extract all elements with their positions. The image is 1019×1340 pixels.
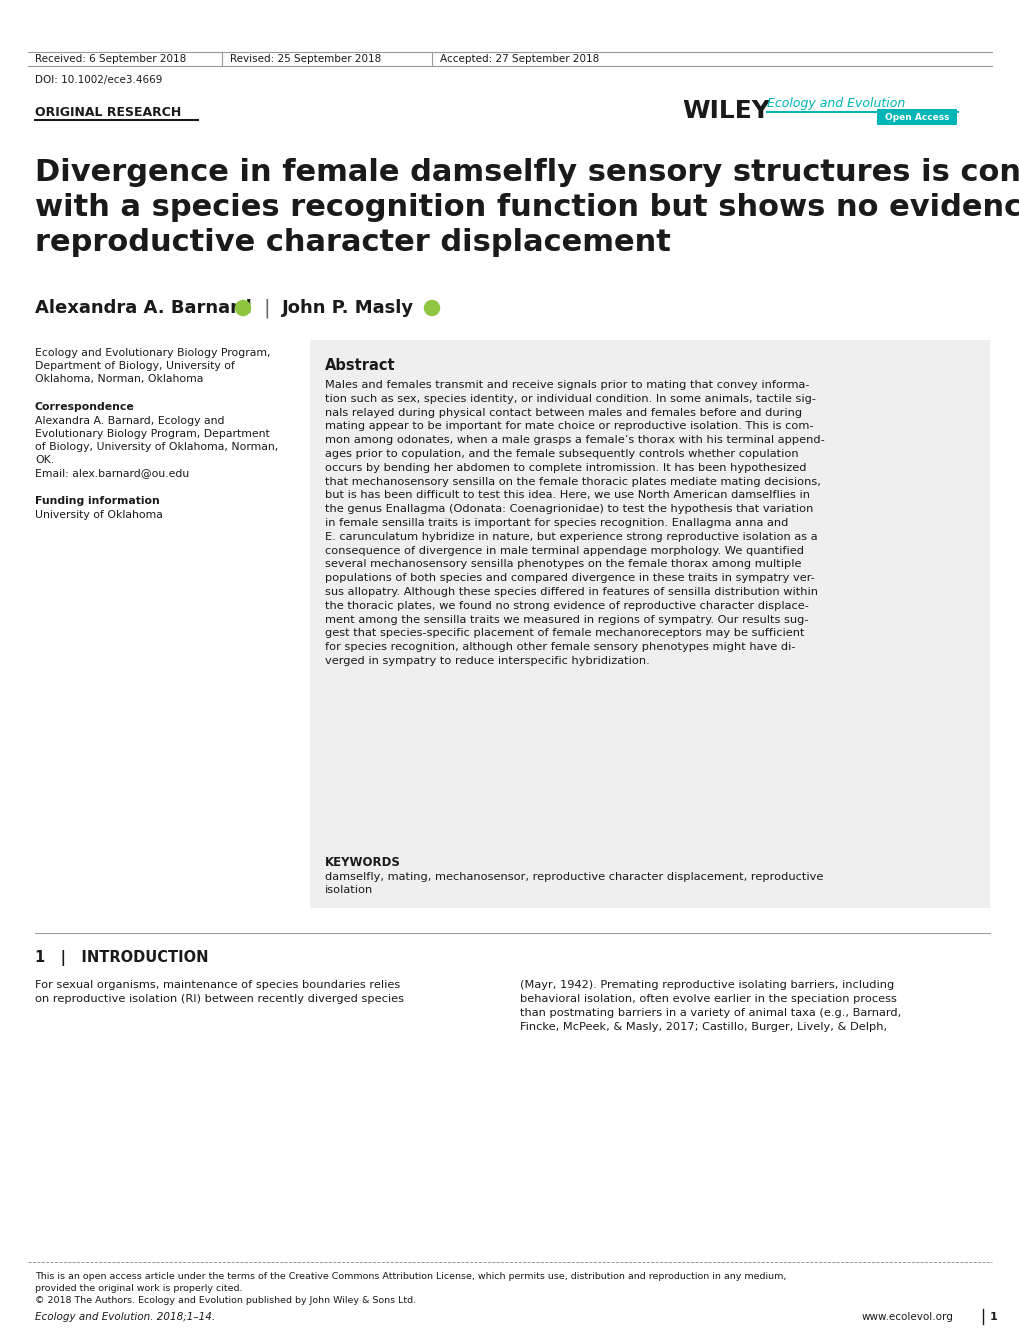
Text: Oklahoma, Norman, Oklahoma: Oklahoma, Norman, Oklahoma [35,374,203,385]
FancyBboxPatch shape [876,109,956,125]
Text: than postmating barriers in a variety of animal taxa (e.g., Barnard,: than postmating barriers in a variety of… [520,1008,901,1018]
Text: isolation: isolation [325,884,373,895]
Text: Correspondence: Correspondence [35,402,135,411]
Text: Evolutionary Biology Program, Department: Evolutionary Biology Program, Department [35,429,269,440]
Text: damselfly, mating, mechanosensor, reproductive character displacement, reproduct: damselfly, mating, mechanosensor, reprod… [325,872,822,882]
Text: verged in sympatry to reduce interspecific hybridization.: verged in sympatry to reduce interspecif… [325,657,649,666]
Text: behavioral isolation, often evolve earlier in the speciation process: behavioral isolation, often evolve earli… [520,994,896,1004]
Text: provided the original work is properly cited.: provided the original work is properly c… [35,1284,243,1293]
Text: Ecology and Evolutionary Biology Program,: Ecology and Evolutionary Biology Program… [35,348,270,358]
Text: KEYWORDS: KEYWORDS [325,856,400,870]
Text: mating appear to be important for mate choice or reproductive isolation. This is: mating appear to be important for mate c… [325,421,813,431]
Circle shape [235,300,251,315]
Text: Alexandra A. Barnard, Ecology and: Alexandra A. Barnard, Ecology and [35,415,224,426]
Text: for species recognition, although other female sensory phenotypes might have di-: for species recognition, although other … [325,642,795,653]
Text: populations of both species and compared divergence in these traits in sympatry : populations of both species and compared… [325,574,814,583]
Text: E. carunculatum hybridize in nature, but experience strong reproductive isolatio: E. carunculatum hybridize in nature, but… [325,532,817,541]
Text: nals relayed during physical contact between males and females before and during: nals relayed during physical contact bet… [325,407,801,418]
Text: This is an open access article under the terms of the Creative Commons Attributi: This is an open access article under the… [35,1272,786,1281]
Text: DOI: 10.1002/ece3.4669: DOI: 10.1002/ece3.4669 [35,75,162,84]
Text: consequence of divergence in male terminal appendage morphology. We quantified: consequence of divergence in male termin… [325,545,803,556]
Text: the genus Enallagma (Odonata: Coenagrionidae) to test the hypothesis that variat: the genus Enallagma (Odonata: Coenagrion… [325,504,812,515]
Text: iD: iD [238,306,247,311]
Text: (Mayr, 1942). Premating reproductive isolating barriers, including: (Mayr, 1942). Premating reproductive iso… [520,980,894,990]
Bar [310,340,989,909]
Text: University of Oklahoma: University of Oklahoma [35,511,163,520]
Text: Open Access: Open Access [883,113,949,122]
Text: Alexandra A. Barnard: Alexandra A. Barnard [35,299,252,318]
Text: Email: alex.barnard@ou.edu: Email: alex.barnard@ou.edu [35,468,190,478]
Text: WILEY: WILEY [682,99,769,123]
Text: ages prior to copulation, and the female subsequently controls whether copulatio: ages prior to copulation, and the female… [325,449,798,460]
Text: that mechanosensory sensilla on the female thoracic plates mediate mating decisi: that mechanosensory sensilla on the fema… [325,477,820,486]
Text: Abstract: Abstract [325,358,395,373]
Text: Ecology and Evolution. 2018;1–14.: Ecology and Evolution. 2018;1–14. [35,1312,215,1323]
Text: mon among odonates, when a male grasps a female’s thorax with his terminal appen: mon among odonates, when a male grasps a… [325,436,824,445]
Text: sus allopatry. Although these species differed in features of sensilla distribut: sus allopatry. Although these species di… [325,587,817,598]
Circle shape [424,300,439,315]
Text: of Biology, University of Oklahoma, Norman,: of Biology, University of Oklahoma, Norm… [35,442,278,452]
Text: John P. Masly: John P. Masly [281,299,414,318]
Text: Accepted: 27 September 2018: Accepted: 27 September 2018 [439,54,599,64]
Text: Divergence in female damselfly sensory structures is consistent: Divergence in female damselfly sensory s… [35,158,1019,188]
Text: iD: iD [427,306,436,311]
Text: For sexual organisms, maintenance of species boundaries relies: For sexual organisms, maintenance of spe… [35,980,399,990]
Text: Fincke, McPeek, & Masly, 2017; Castillo, Burger, Lively, & Delph,: Fincke, McPeek, & Masly, 2017; Castillo,… [520,1022,887,1032]
Text: 1: 1 [989,1312,997,1323]
Text: OK.: OK. [35,456,54,465]
Text: www.ecolevol.org: www.ecolevol.org [861,1312,953,1323]
Text: ORIGINAL RESEARCH: ORIGINAL RESEARCH [35,106,181,119]
Text: ment among the sensilla traits we measured in regions of sympatry. Our results s: ment among the sensilla traits we measur… [325,615,808,624]
Text: gest that species-specific placement of female mechanoreceptors may be sufficien: gest that species-specific placement of … [325,628,804,638]
Text: occurs by bending her abdomen to complete intromission. It has been hypothesized: occurs by bending her abdomen to complet… [325,462,806,473]
Text: tion such as sex, species identity, or individual condition. In some animals, ta: tion such as sex, species identity, or i… [325,394,815,403]
Text: Revised: 25 September 2018: Revised: 25 September 2018 [229,54,381,64]
Text: the thoracic plates, we found no strong evidence of reproductive character displ: the thoracic plates, we found no strong … [325,600,808,611]
Text: several mechanosensory sensilla phenotypes on the female thorax among multiple: several mechanosensory sensilla phenotyp… [325,559,801,570]
Text: Funding information: Funding information [35,496,160,507]
Text: with a species recognition function but shows no evidence of: with a species recognition function but … [35,193,1019,222]
Text: 1   |   INTRODUCTION: 1 | INTRODUCTION [35,950,208,966]
Text: in female sensilla traits is important for species recognition. Enallagma anna a: in female sensilla traits is important f… [325,519,788,528]
Text: © 2018 The Authors. Ecology and Evolution published by John Wiley & Sons Ltd.: © 2018 The Authors. Ecology and Evolutio… [35,1296,416,1305]
Text: Ecology and Evolution: Ecology and Evolution [766,98,905,110]
Text: but is has been difficult to test this idea. Here, we use North American damself: but is has been difficult to test this i… [325,490,809,500]
Text: Males and females transmit and receive signals prior to mating that convey infor: Males and females transmit and receive s… [325,381,809,390]
Text: reproductive character displacement: reproductive character displacement [35,228,671,257]
Text: |: | [264,299,270,318]
Text: Received: 6 September 2018: Received: 6 September 2018 [35,54,186,64]
Text: on reproductive isolation (RI) between recently diverged species: on reproductive isolation (RI) between r… [35,994,404,1004]
Text: Department of Biology, University of: Department of Biology, University of [35,360,234,371]
